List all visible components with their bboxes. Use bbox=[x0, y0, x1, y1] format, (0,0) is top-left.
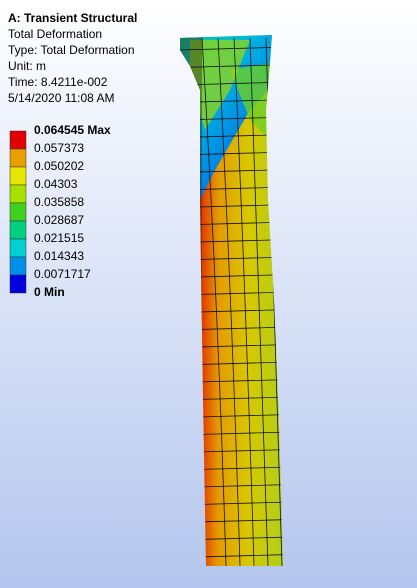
legend-swatch bbox=[9, 166, 27, 186]
legend-label: 0.014343 bbox=[34, 249, 84, 263]
header-lines: Total Deformation Type: Total Deformation… bbox=[8, 27, 135, 105]
legend-label: 0.057373 bbox=[34, 141, 84, 155]
legend-label: 0.064545 Max bbox=[34, 123, 111, 137]
header-line: 5/14/2020 11:08 AM bbox=[8, 91, 115, 105]
legend-swatch bbox=[9, 238, 27, 258]
legend-label: 0.050202 bbox=[34, 159, 84, 173]
legend-swatch bbox=[9, 130, 27, 150]
legend-label: 0.028687 bbox=[34, 213, 84, 227]
legend-swatch bbox=[9, 220, 27, 240]
legend-label: 0.035858 bbox=[34, 195, 84, 209]
header-line: Time: 8.4211e-002 bbox=[8, 75, 108, 89]
mesh-line bbox=[217, 37, 241, 566]
legend-swatch bbox=[9, 274, 27, 294]
header-line: Type: Total Deformation bbox=[8, 43, 135, 57]
header-line: Unit: m bbox=[8, 59, 46, 73]
legend-swatch bbox=[9, 202, 27, 222]
legend-swatch bbox=[9, 184, 27, 204]
legend: 0.064545 Max 0.057373 0.050202 0.04303 0.035… bbox=[9, 123, 111, 299]
mesh-line bbox=[201, 37, 227, 566]
legend-label: 0.021515 bbox=[34, 231, 84, 245]
header-line: Total Deformation bbox=[8, 27, 102, 41]
mesh-line bbox=[233, 37, 255, 566]
title: A: Transient Structural bbox=[8, 11, 137, 25]
legend-label: 0 Min bbox=[34, 285, 65, 299]
legend-swatch bbox=[9, 148, 27, 168]
legend-label: 0.0071717 bbox=[34, 267, 91, 281]
legend-label: 0.04303 bbox=[34, 177, 78, 191]
legend-swatch bbox=[9, 256, 27, 276]
